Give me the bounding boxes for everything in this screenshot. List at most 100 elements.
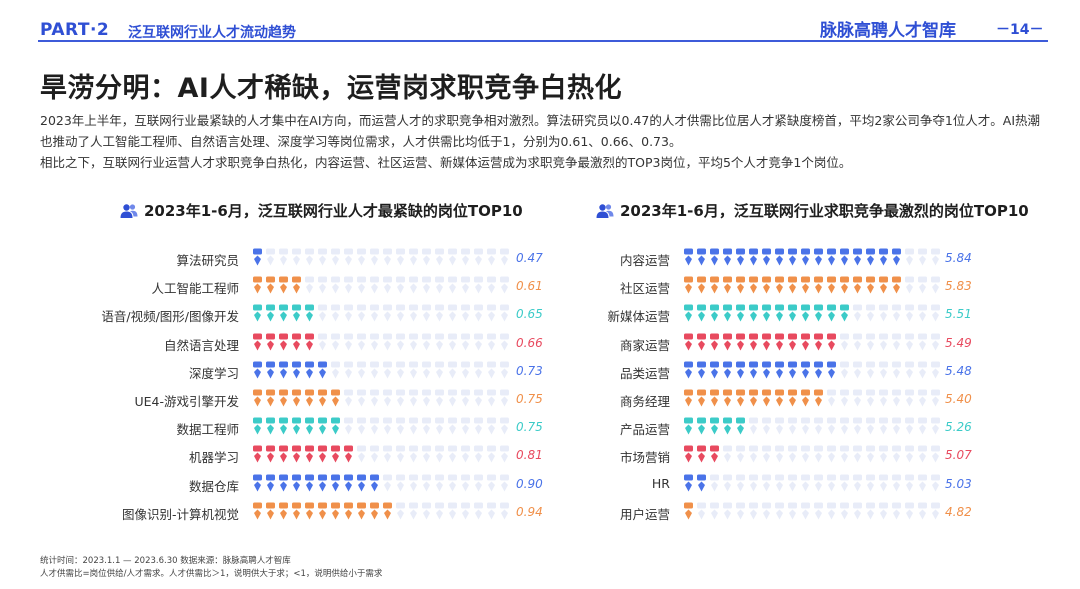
person-icon-empty [866, 474, 875, 492]
person-icon-filled [266, 502, 275, 520]
person-icon-empty [840, 417, 849, 435]
person-icon-filled [266, 389, 275, 407]
row-value: 0.94 [516, 504, 543, 519]
person-icon-empty [396, 502, 405, 520]
person-icon-empty [422, 474, 431, 492]
person-icon-empty [461, 474, 470, 492]
person-icon-filled [749, 361, 758, 379]
part-label: PART·2 [40, 20, 110, 40]
person-icon-filled [292, 445, 301, 463]
person-icon-empty [383, 333, 392, 351]
person-icon-filled [318, 361, 327, 379]
row-label: 内容运营 [619, 253, 670, 268]
person-icon-empty [383, 445, 392, 463]
person-icon-filled [331, 474, 340, 492]
person-icon-empty [500, 417, 509, 435]
person-icon-empty [383, 389, 392, 407]
person-icon-empty [931, 389, 940, 407]
person-icon-empty [422, 304, 431, 322]
person-icon-filled [697, 445, 706, 463]
person-icon-empty [918, 445, 927, 463]
person-icon-empty [814, 502, 823, 520]
person-icon-filled [801, 304, 810, 322]
person-icon-empty [500, 445, 509, 463]
row-value: 0.66 [516, 335, 543, 350]
person-icon-empty [918, 502, 927, 520]
person-icon-filled [279, 304, 288, 322]
person-icon-filled [305, 389, 314, 407]
person-icon-empty [853, 417, 862, 435]
row-label: 市场营销 [619, 450, 670, 466]
person-icon-filled [253, 389, 262, 407]
person-icon-filled [801, 389, 810, 407]
person-icon-empty [801, 417, 810, 435]
person-icon-filled [814, 389, 823, 407]
person-icon-filled [253, 248, 262, 266]
person-icon-empty [409, 361, 418, 379]
chart-title-text: 2023年1-6月，泛互联网行业人才最紧缺的岗位TOP10 [144, 202, 523, 220]
person-icon-empty [487, 333, 496, 351]
row-value: 0.47 [516, 251, 543, 265]
person-icon-empty [788, 502, 797, 520]
person-icon-filled [814, 333, 823, 351]
person-icon-empty [448, 276, 457, 294]
person-icon-filled [697, 474, 706, 492]
person-icon-empty [788, 445, 797, 463]
person-icon-empty [487, 361, 496, 379]
person-icon-filled [853, 248, 862, 266]
person-icon-empty [879, 304, 888, 322]
person-icon-filled [292, 276, 301, 294]
person-icon-filled [840, 248, 849, 266]
person-icon-filled [710, 417, 719, 435]
person-icon-filled [305, 474, 314, 492]
page-title: 旱涝分明：AI人才稀缺，运营岗求职竞争白热化 [40, 73, 622, 104]
person-icon-empty [866, 389, 875, 407]
person-icon-empty [383, 417, 392, 435]
person-icon-empty [736, 474, 745, 492]
person-icon-filled [266, 417, 275, 435]
person-icon-filled [697, 361, 706, 379]
person-icon-empty [723, 474, 732, 492]
person-icon-empty [357, 417, 366, 435]
person-icon-empty [500, 389, 509, 407]
pictogram-row [252, 474, 510, 492]
person-icon-filled [775, 389, 784, 407]
person-icon-empty [474, 361, 483, 379]
person-icon-empty [814, 417, 823, 435]
person-icon-empty [370, 333, 379, 351]
footer-definition: 人才供需比=岗位供给/人才需求。人才供需比＞1，说明供大于求；<1，说明供给小于… [40, 569, 383, 579]
person-icon-filled [266, 474, 275, 492]
person-icon-filled [684, 361, 693, 379]
person-icon-empty [775, 502, 784, 520]
person-icon-filled [827, 248, 836, 266]
person-icon-empty [905, 474, 914, 492]
person-icon-empty [318, 248, 327, 266]
page-number: －14－ [996, 22, 1044, 38]
person-icon-filled [762, 248, 771, 266]
person-icon-filled [762, 304, 771, 322]
person-icon-filled [827, 333, 836, 351]
person-icon-empty [461, 248, 470, 266]
person-icon-empty [827, 445, 836, 463]
person-icon-filled [292, 361, 301, 379]
person-icon-empty [879, 361, 888, 379]
person-icon-filled [749, 276, 758, 294]
person-icon-filled [788, 361, 797, 379]
person-icon-empty [474, 333, 483, 351]
person-icon-empty [474, 276, 483, 294]
person-icon-empty [500, 474, 509, 492]
person-icon-empty [918, 389, 927, 407]
person-icon-filled [292, 389, 301, 407]
person-icon-empty [853, 502, 862, 520]
person-icon-empty [500, 304, 509, 322]
person-icon-empty [879, 502, 888, 520]
page-header: PART·2 泛互联网行业人才流动趋势 脉脉高聘人才智库 －14－ [0, 0, 1080, 41]
person-icon-empty [357, 361, 366, 379]
person-icon-empty [931, 333, 940, 351]
person-icon-empty [448, 417, 457, 435]
person-icon-empty [853, 389, 862, 407]
person-icon-filled [866, 276, 875, 294]
person-icon-empty [487, 389, 496, 407]
person-icon-empty [487, 276, 496, 294]
person-icon-empty [396, 333, 405, 351]
